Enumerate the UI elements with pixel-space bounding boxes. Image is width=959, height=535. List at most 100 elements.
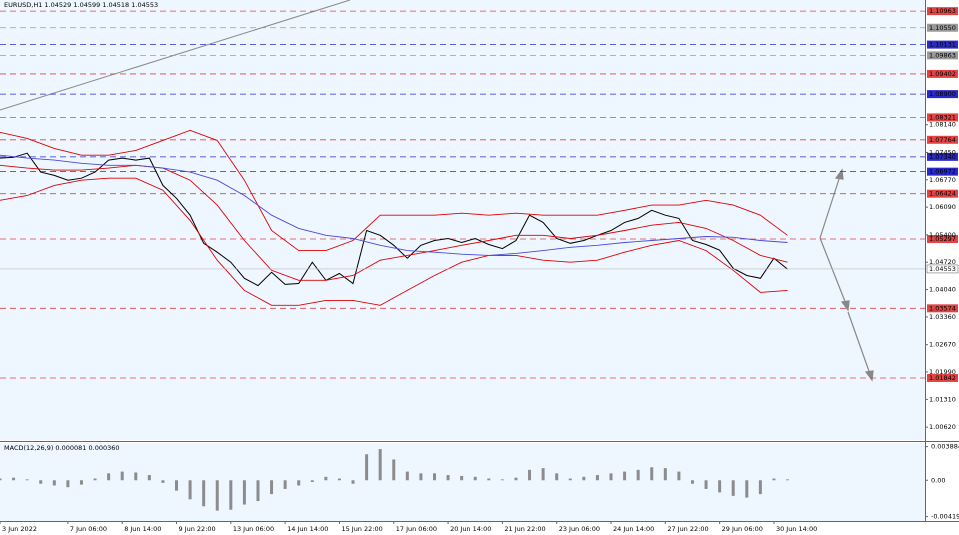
y-tick-label: -0.004191 xyxy=(931,513,959,521)
indicator-line xyxy=(0,177,788,306)
level-label: 1.09863 xyxy=(929,51,956,59)
macd-bar xyxy=(270,480,274,495)
macd-bar xyxy=(229,480,233,510)
x-tick-label: 23 Jun 06:00 xyxy=(559,525,600,533)
macd-bar xyxy=(731,480,735,496)
level-label-box xyxy=(927,113,958,122)
macd-bar xyxy=(650,467,654,481)
level-label: 1.06972 xyxy=(929,168,956,176)
macd-bar xyxy=(283,480,287,489)
macd-bar xyxy=(188,480,192,500)
macd-bar xyxy=(473,476,477,481)
macd-bar xyxy=(568,478,572,481)
y-tick-label: 1.04040 xyxy=(929,286,956,294)
macd-bar xyxy=(432,473,436,481)
level-label: 1.05297 xyxy=(929,235,956,243)
x-tick-label: 21 Jun 22:00 xyxy=(504,525,545,533)
level-label: 1.08321 xyxy=(929,113,956,121)
macd-bar xyxy=(365,454,369,481)
macd-bar xyxy=(704,480,708,489)
y-tick-label: 1.01310 xyxy=(929,395,956,403)
level-label: 1.06424 xyxy=(929,190,956,198)
macd-bar xyxy=(772,478,776,481)
y-tick-label: 1.03360 xyxy=(929,313,956,321)
macd-bar xyxy=(609,473,613,481)
x-tick-label: 9 Jun 22:00 xyxy=(179,525,216,533)
x-tick-label: 27 Jun 22:00 xyxy=(667,525,708,533)
macd-bar xyxy=(392,459,396,481)
macd-bar xyxy=(297,480,301,486)
macd-bar xyxy=(555,473,559,481)
macd-bar xyxy=(215,480,219,511)
current-price-box xyxy=(926,264,959,274)
x-tick-label: 15 Jun 22:00 xyxy=(341,525,382,533)
chart-title: EURUSD,H1 1.04529 1.04599 1.04518 1.0455… xyxy=(4,1,158,9)
level-label: 1.03574 xyxy=(929,304,956,312)
macd-bar xyxy=(378,449,382,481)
level-label: 1.10131 xyxy=(929,41,956,49)
indicator-line xyxy=(0,154,788,256)
x-tick-label: 8 Jun 14:00 xyxy=(124,525,161,533)
y-tick-label: 1.02670 xyxy=(929,341,956,349)
macd-bar xyxy=(460,475,464,481)
y-tick-label: 1.07450 xyxy=(929,148,956,156)
macd-bar xyxy=(39,480,43,484)
macd-bar xyxy=(718,480,722,493)
y-tick-label: 1.06770 xyxy=(929,176,956,184)
level-label: 1.10550 xyxy=(929,24,956,32)
macd-bar xyxy=(52,480,56,486)
macd-bar xyxy=(256,480,260,502)
x-tick-label: 13 Jun 06:00 xyxy=(233,525,274,533)
level-label-box xyxy=(927,69,958,78)
x-tick-label: 14 Jun 14:00 xyxy=(287,525,328,533)
macd-bar xyxy=(405,471,409,481)
macd-bar xyxy=(175,480,179,491)
macd-bar xyxy=(500,479,504,481)
macd-bar xyxy=(337,478,341,481)
x-tick-label: 7 Jun 06:00 xyxy=(70,525,107,533)
y-tick-label: 0.003884 xyxy=(931,443,959,451)
level-label-box xyxy=(927,189,958,198)
macd-bar xyxy=(582,476,586,481)
macd-bar xyxy=(25,479,29,481)
x-tick-label: 3 Jun 2022 xyxy=(2,525,37,533)
macd-bar xyxy=(0,478,2,481)
macd-bar xyxy=(514,477,518,481)
indicator-line xyxy=(0,164,788,281)
price-panel xyxy=(0,0,925,440)
level-label: 1.08900 xyxy=(929,90,956,98)
level-label-box xyxy=(927,90,958,99)
macd-bar xyxy=(487,478,491,481)
macd-bar xyxy=(12,477,16,481)
macd-bar xyxy=(324,476,328,481)
macd-bar xyxy=(758,480,762,495)
indicator-line xyxy=(0,129,788,252)
level-label-box xyxy=(927,7,958,16)
macd-bar xyxy=(541,468,545,481)
macd-bar xyxy=(107,473,111,481)
macd-title: MACD(12,26,9) 0.000081 0.000360 xyxy=(4,444,120,452)
level-label-box xyxy=(927,40,958,49)
level-label-box xyxy=(927,135,958,144)
macd-bar xyxy=(242,480,246,505)
macd-bar xyxy=(677,471,681,481)
level-label: 1.10963 xyxy=(929,7,956,15)
macd-bar xyxy=(663,468,667,481)
level-label-box xyxy=(927,235,958,244)
level-label-box xyxy=(927,304,958,313)
macd-bar xyxy=(93,478,97,481)
macd-bar xyxy=(147,475,151,481)
price-line xyxy=(0,152,788,287)
level-label-box xyxy=(927,152,958,161)
macd-panel xyxy=(0,443,925,521)
y-tick-label: 1.00620 xyxy=(929,423,956,431)
projection-arrows xyxy=(819,168,874,382)
level-label: 1.07764 xyxy=(929,136,956,144)
y-tick-label: 1.04720 xyxy=(929,258,956,266)
macd-bar xyxy=(595,475,599,481)
macd-bar xyxy=(66,480,70,488)
current-price-label: 1.04553 xyxy=(929,265,956,273)
x-tick-label: 17 Jun 06:00 xyxy=(396,525,437,533)
y-tick-label: 1.06090 xyxy=(929,203,956,211)
